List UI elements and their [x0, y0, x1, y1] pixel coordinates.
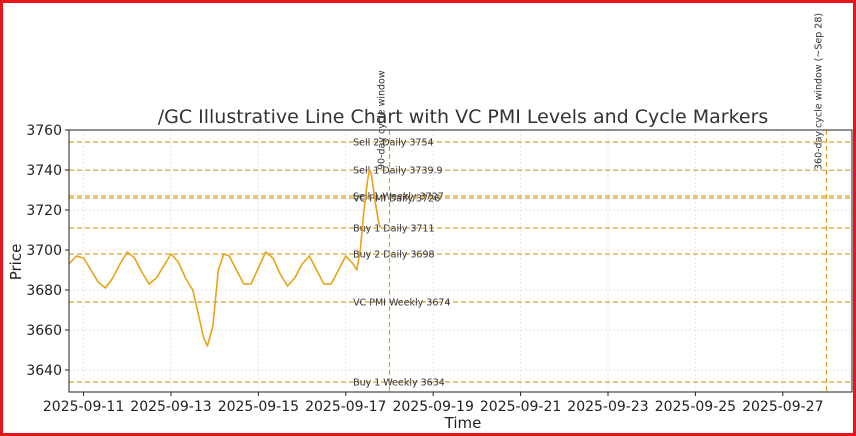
x-tick-label: 2025-09-13 [130, 399, 211, 415]
level-label: VC PMI Daily 3726 [353, 194, 440, 205]
level-label: Sell 1 Weekly 3727 [353, 192, 444, 203]
y-tick-label: 3740 [26, 163, 62, 179]
level-lines: Sell 2 Daily 3754 Sell 1 Daily 3739.9 Sell… [69, 138, 852, 389]
x-tick-label: 2025-09-21 [480, 399, 561, 415]
cycle-marker-label: 360-day cycle window (~Sep 28) [814, 13, 825, 170]
grid-lines [69, 129, 852, 392]
x-tick-label: 2025-09-19 [392, 399, 473, 415]
y-tick-label: 3660 [26, 323, 62, 339]
plot-area-border [68, 129, 853, 393]
y-tick-label: 3680 [26, 283, 62, 299]
y-tick-label: 3720 [26, 203, 62, 219]
level-label: Buy 2 Daily 3698 [353, 250, 434, 261]
chart-title: /GC Illustrative Line Chart with VC PMI … [158, 106, 769, 128]
x-tick-label: 2025-09-25 [655, 399, 736, 415]
x-tick-label: 2025-09-17 [305, 399, 386, 415]
y-tick-label: 3760 [26, 123, 62, 139]
level-label: VC PMI Weekly 3674 [353, 298, 450, 309]
cycle-marker-label: 90-day cycle window [376, 70, 387, 170]
x-tick-label: 2025-09-15 [218, 399, 299, 415]
level-label: Sell 2 Daily 3754 [353, 138, 433, 149]
y-axis-label: Price [7, 244, 25, 281]
series-line [68, 169, 382, 347]
x-axis-label: Time [444, 414, 482, 432]
y-tick-label: 3640 [26, 363, 62, 379]
cycle-markers: 90-day cycle window 360-day cycle window … [376, 13, 828, 392]
level-label: Sell 1 Daily 3739.9 [353, 166, 443, 177]
y-axis-ticks: 3640 3660 3680 3700 3720 3740 3760 [26, 123, 69, 379]
x-axis-ticks: 2025-09-11 2025-09-13 2025-09-15 2025-09-17… [43, 392, 823, 415]
x-tick-label: 2025-09-11 [43, 399, 124, 415]
level-label: Buy 1 Weekly 3634 [353, 378, 445, 389]
x-tick-label: 2025-09-23 [567, 399, 648, 415]
y-tick-label: 3700 [26, 243, 62, 259]
level-label: Buy 1 Daily 3711 [353, 224, 434, 235]
x-tick-label: 2025-09-27 [742, 399, 823, 415]
price-series [68, 169, 382, 347]
